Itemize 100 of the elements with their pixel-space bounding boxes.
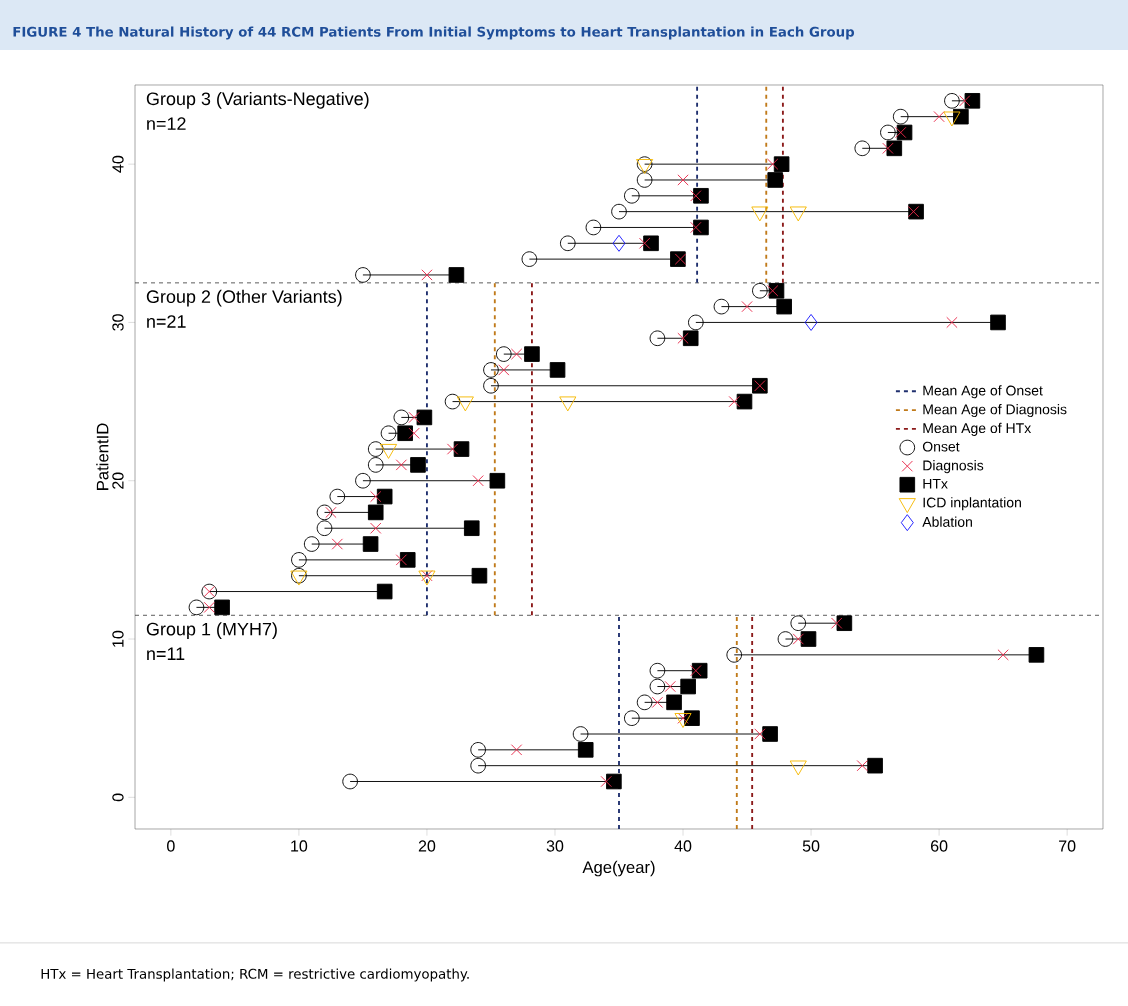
point [510, 744, 523, 756]
point [856, 760, 868, 772]
point [777, 631, 794, 647]
point [773, 156, 790, 172]
point [946, 316, 958, 329]
point [649, 330, 666, 347]
point [677, 712, 689, 724]
point [470, 757, 486, 774]
point [203, 601, 215, 614]
point [585, 219, 602, 236]
text: HTx = Heart Transplantation; RCM = restrictive cardiomyopathy. [41, 968, 469, 982]
point [776, 298, 792, 315]
annotation: n=11 [147, 647, 185, 660]
legend-label: Diagnosis [923, 460, 984, 474]
point [362, 536, 379, 552]
point [767, 285, 779, 297]
y-tick-label: 40 [112, 155, 124, 173]
legend-label: Mean Age of HTx [923, 422, 1032, 436]
point [376, 583, 393, 600]
point [448, 267, 465, 283]
point [483, 362, 499, 378]
legend-label: Mean Age of Diagnosis [923, 404, 1067, 418]
y-tick-label: 10 [112, 630, 124, 647]
point [471, 567, 488, 584]
point [1028, 647, 1045, 663]
point [577, 742, 594, 758]
point [376, 488, 393, 505]
point [713, 298, 730, 315]
annotation: n=21 [147, 315, 186, 328]
point [303, 536, 320, 552]
point [498, 364, 510, 376]
point [643, 235, 659, 252]
point [612, 234, 626, 252]
point [728, 395, 740, 408]
point [836, 615, 853, 631]
point [397, 425, 413, 442]
point [600, 775, 612, 788]
point [674, 253, 687, 265]
point [754, 728, 766, 740]
point [489, 472, 506, 489]
point [990, 314, 1006, 331]
point [997, 649, 1009, 661]
point [549, 362, 566, 378]
point [472, 475, 484, 487]
point [393, 409, 410, 426]
point [964, 93, 981, 109]
point [666, 694, 682, 711]
point [408, 411, 420, 424]
point [690, 665, 702, 677]
point [446, 443, 459, 455]
x-tick-label: 0 [167, 840, 175, 852]
point [767, 172, 784, 188]
point [892, 108, 909, 125]
point [959, 95, 971, 107]
point [421, 570, 433, 582]
point [741, 300, 753, 313]
point [624, 710, 640, 726]
point [854, 140, 871, 157]
point [638, 237, 651, 249]
point [831, 617, 843, 629]
y-axis-title: PatientID [96, 423, 109, 490]
point [895, 126, 907, 139]
point [767, 158, 779, 170]
point [421, 269, 433, 281]
point [470, 742, 486, 758]
x-tick-label: 60 [931, 840, 948, 852]
point [677, 332, 689, 344]
point [367, 441, 384, 457]
point [521, 251, 538, 267]
point [726, 647, 743, 663]
point [370, 490, 382, 503]
point [370, 522, 382, 534]
point [882, 142, 894, 154]
point [342, 773, 358, 790]
point [804, 313, 818, 331]
annotation: Group 3 (Variants-Negative) [146, 91, 369, 109]
point [624, 188, 640, 204]
point [331, 538, 343, 550]
point [408, 427, 420, 439]
point [483, 377, 499, 394]
point [611, 203, 627, 220]
point [495, 346, 512, 362]
point [395, 459, 407, 471]
point [367, 504, 384, 521]
y-tick-label: 20 [112, 472, 124, 489]
point [736, 393, 753, 410]
point [886, 140, 903, 157]
point [649, 678, 666, 695]
chart-title: FIGURE 4 The Natural History of 44 RCM Patients From Initial Symptoms to Heart Transplantation in Each Group [13, 26, 855, 40]
point [395, 554, 407, 566]
point [606, 773, 622, 790]
legend-label: Onset [922, 441, 960, 452]
point [355, 472, 371, 489]
annotation: Group 2 (Other Variants) [146, 289, 342, 307]
point [510, 348, 523, 360]
point [379, 443, 398, 459]
point [524, 346, 540, 362]
point [453, 441, 470, 457]
legend-label: ICD inplantation [923, 497, 1021, 511]
point [688, 314, 704, 331]
